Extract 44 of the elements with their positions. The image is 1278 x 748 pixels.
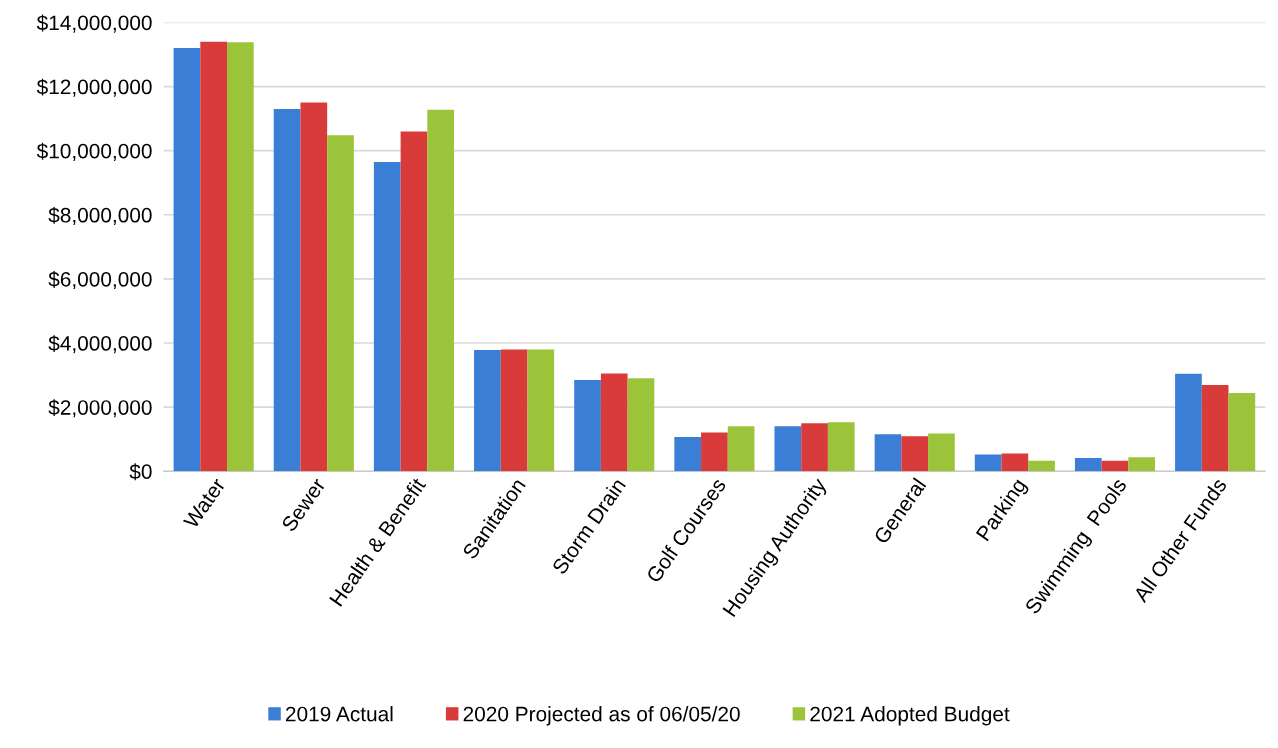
bar: [273, 108, 301, 472]
y-tick-label: $10,000,000: [36, 142, 152, 161]
bar: [327, 135, 354, 472]
bar: [427, 109, 455, 472]
bar: [928, 433, 955, 472]
bar: [474, 350, 501, 472]
bar: [200, 41, 228, 472]
y-tick-label: $14,000,000: [36, 14, 152, 33]
legend-label: 2021 Adopted Budget: [810, 706, 1010, 726]
y-tick-label: $6,000,000: [48, 271, 152, 290]
bar: [1201, 385, 1229, 472]
bar: [1001, 453, 1029, 472]
bar: [373, 161, 401, 472]
bar: [774, 426, 802, 472]
bar: [727, 426, 755, 472]
bar: [400, 131, 428, 472]
bar: [600, 373, 628, 472]
bar: [901, 436, 929, 472]
y-tick-label: $4,000,000: [48, 335, 152, 354]
bar: [300, 102, 328, 472]
bar: [701, 432, 728, 472]
legend-label: 2019 Actual: [286, 706, 393, 722]
bar: [674, 436, 702, 472]
bar: [1128, 457, 1156, 472]
bar: [801, 423, 828, 472]
bar: [627, 378, 655, 472]
bar: [227, 42, 254, 472]
bar: [1101, 460, 1129, 472]
y-tick-label: $2,000,000: [48, 399, 152, 418]
bar: [1028, 460, 1055, 472]
bar: [1228, 393, 1256, 472]
bar: [527, 349, 555, 472]
bar: [874, 434, 902, 472]
y-tick-label: $12,000,000: [36, 78, 152, 97]
y-tick-label: $8,000,000: [48, 206, 152, 225]
bar: [574, 379, 601, 472]
bar: [1175, 373, 1202, 472]
legend-label: 2020 Projected as of 06/05/20: [463, 706, 740, 726]
bar: [1074, 458, 1102, 472]
bar: [500, 349, 528, 472]
bar: [974, 454, 1002, 472]
y-tick-label: $0: [129, 463, 152, 481]
bar: [827, 422, 855, 472]
bar: [173, 48, 201, 472]
